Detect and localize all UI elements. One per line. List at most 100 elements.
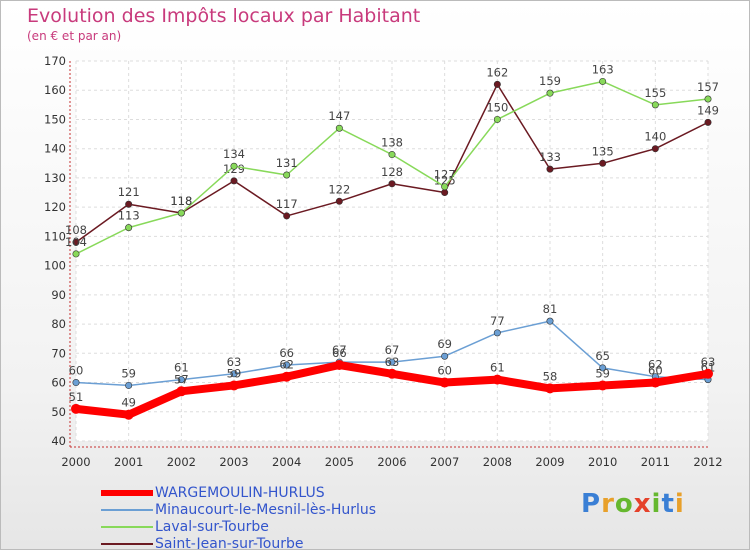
data-label: 121 xyxy=(118,185,140,199)
legend-label: Saint-Jean-sur-Tourbe xyxy=(155,536,304,550)
x-tick-label: 2008 xyxy=(483,455,512,469)
data-point xyxy=(125,224,133,232)
data-label: 59 xyxy=(227,366,242,380)
legend-item-wargemoulin[interactable]: WARGEMOULIN-HURLUS xyxy=(101,485,421,502)
data-label: 62 xyxy=(648,358,663,372)
data-point xyxy=(281,371,292,382)
x-tick-label: 2000 xyxy=(61,455,90,469)
data-label: 60 xyxy=(648,364,663,378)
data-label: 113 xyxy=(118,209,140,223)
data-point xyxy=(176,386,187,397)
data-label: 108 xyxy=(65,223,87,237)
y-tick-label: 110 xyxy=(44,229,66,243)
legend: WARGEMOULIN-HURLUS Minaucourt-le-Mesnil-… xyxy=(101,485,421,550)
y-tick-label: 90 xyxy=(51,288,66,302)
data-label: 134 xyxy=(223,147,245,161)
data-point xyxy=(177,209,185,217)
y-tick-label: 140 xyxy=(44,142,66,156)
data-label: 162 xyxy=(486,65,508,79)
data-point xyxy=(335,124,343,132)
data-point xyxy=(177,376,185,384)
data-point xyxy=(704,118,712,126)
data-label: 147 xyxy=(328,109,350,123)
data-label: 59 xyxy=(595,366,610,380)
data-point xyxy=(125,381,133,389)
data-label: 49 xyxy=(121,396,136,410)
data-label: 66 xyxy=(332,346,347,360)
legend-item-laval[interactable]: Laval-sur-Tourbe xyxy=(101,519,421,536)
data-point xyxy=(334,360,345,370)
data-point xyxy=(493,80,501,88)
y-tick-label: 80 xyxy=(51,317,66,331)
data-point xyxy=(599,364,607,372)
y-tick-label: 160 xyxy=(44,83,66,97)
data-point xyxy=(230,162,238,170)
legend-item-saint-jean[interactable]: Saint-Jean-sur-Tourbe xyxy=(101,536,421,550)
x-tick-label: 2007 xyxy=(430,455,459,469)
data-point xyxy=(230,370,238,378)
data-label: 60 xyxy=(69,364,84,378)
data-label: 104 xyxy=(65,235,87,249)
data-label: 67 xyxy=(332,343,347,357)
data-point xyxy=(72,379,80,387)
data-point xyxy=(546,165,554,173)
data-point xyxy=(439,377,450,388)
data-point xyxy=(123,409,134,420)
x-tick-label: 2011 xyxy=(641,455,670,469)
logo-letter: t xyxy=(661,489,675,519)
data-label: 155 xyxy=(644,86,666,100)
logo-letter: o xyxy=(614,489,634,519)
data-label: 157 xyxy=(697,80,719,94)
data-label: 67 xyxy=(385,343,400,357)
data-label: 65 xyxy=(595,349,610,363)
logo-letter: i xyxy=(651,489,662,519)
data-label: 63 xyxy=(385,355,400,369)
data-point xyxy=(492,374,503,385)
data-point xyxy=(71,403,81,414)
data-label: 131 xyxy=(276,156,298,170)
legend-label: Minaucourt-le-Mesnil-lès-Hurlus xyxy=(155,502,377,518)
data-point xyxy=(599,159,607,167)
data-label: 63 xyxy=(227,355,242,369)
y-tick-label: 70 xyxy=(51,346,66,360)
data-point xyxy=(388,151,396,159)
data-point xyxy=(441,189,449,197)
data-label: 58 xyxy=(543,369,558,383)
y-tick-label: 170 xyxy=(44,54,66,68)
data-label: 117 xyxy=(276,197,298,211)
y-tick-label: 130 xyxy=(44,171,66,185)
data-point xyxy=(546,317,554,325)
x-tick-label: 2010 xyxy=(588,455,617,469)
data-point xyxy=(599,77,607,85)
data-point xyxy=(72,238,80,246)
data-label: 61 xyxy=(490,361,505,375)
x-tick-label: 2006 xyxy=(377,455,406,469)
chart-title: Evolution des Impôts locaux par Habitant xyxy=(27,5,421,27)
data-label: 81 xyxy=(543,302,558,316)
data-point xyxy=(283,361,291,369)
y-tick-label: 100 xyxy=(44,259,66,273)
data-label: 51 xyxy=(69,390,84,404)
data-point xyxy=(493,329,501,337)
legend-item-minaucourt[interactable]: Minaucourt-le-Mesnil-lès-Hurlus xyxy=(101,502,421,519)
data-label: 62 xyxy=(279,358,294,372)
data-point xyxy=(546,89,554,97)
data-label: 159 xyxy=(539,74,561,88)
data-point xyxy=(229,380,239,391)
data-label: 59 xyxy=(121,366,136,380)
data-label: 77 xyxy=(490,314,505,328)
y-tick-label: 40 xyxy=(51,434,66,448)
data-label: 127 xyxy=(434,168,456,182)
data-label: 128 xyxy=(381,165,403,179)
data-label: 140 xyxy=(644,130,666,144)
data-point xyxy=(72,250,80,258)
data-label: 163 xyxy=(592,62,614,76)
data-label: 150 xyxy=(486,100,508,114)
x-tick-label: 2001 xyxy=(114,455,143,469)
data-point xyxy=(388,180,396,188)
logo-letter: P xyxy=(581,489,602,519)
x-tick-label: 2009 xyxy=(535,455,564,469)
data-label: 149 xyxy=(697,103,719,117)
logo-letter: i xyxy=(674,489,685,519)
